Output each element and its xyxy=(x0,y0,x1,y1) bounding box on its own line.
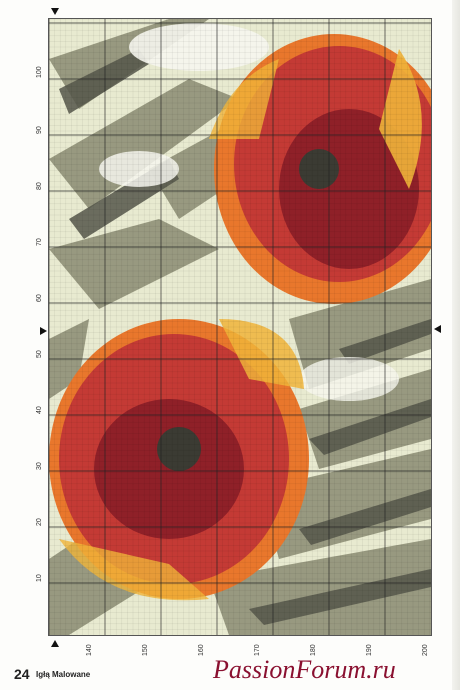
upper-poppy-center xyxy=(299,149,339,189)
left-axis-label: 80 xyxy=(36,182,43,190)
white-highlight xyxy=(99,151,179,187)
white-highlight xyxy=(299,357,399,401)
lower-poppy-rim xyxy=(59,539,209,601)
cross-stitch-chart xyxy=(48,18,432,636)
right-center-arrow-icon xyxy=(434,325,441,333)
bottom-axis-label: 160 xyxy=(198,644,205,656)
left-axis-label: 20 xyxy=(36,518,43,526)
white-highlight xyxy=(129,23,269,71)
leaf-shadow xyxy=(299,489,431,545)
bottom-axis-label: 200 xyxy=(422,644,429,656)
lower-poppy-rim xyxy=(219,319,304,389)
left-axis-label: 30 xyxy=(36,462,43,470)
left-center-arrow-icon xyxy=(40,327,47,335)
left-axis-label: 40 xyxy=(36,406,43,414)
leaf-band xyxy=(49,219,219,309)
left-axis-label: 50 xyxy=(36,350,43,358)
upper-poppy-inner xyxy=(279,109,419,269)
magazine-name: Igłą Malowane xyxy=(36,670,91,679)
bottom-axis-label: 140 xyxy=(86,644,93,656)
page-edge xyxy=(452,0,460,690)
lower-poppy-center xyxy=(157,427,201,471)
top-center-arrow-icon xyxy=(51,8,59,15)
upper-poppy-rim xyxy=(379,49,422,189)
lower-poppy-inner xyxy=(94,399,244,539)
left-axis-label: 10 xyxy=(36,574,43,582)
left-axis-label: 100 xyxy=(36,66,43,78)
page-number: 24 xyxy=(14,666,30,682)
leaf-band xyxy=(49,79,239,209)
leaf-shadow xyxy=(59,49,149,114)
bottom-center-arrow-icon xyxy=(51,640,59,647)
watermark: PassionForum.ru xyxy=(213,655,396,684)
leaf-shadow xyxy=(309,399,431,455)
chart-canvas xyxy=(49,19,431,635)
left-axis-label: 60 xyxy=(36,294,43,302)
left-axis-label: 70 xyxy=(36,238,43,246)
left-axis-label: 90 xyxy=(36,126,43,134)
bottom-axis-label: 150 xyxy=(142,644,149,656)
